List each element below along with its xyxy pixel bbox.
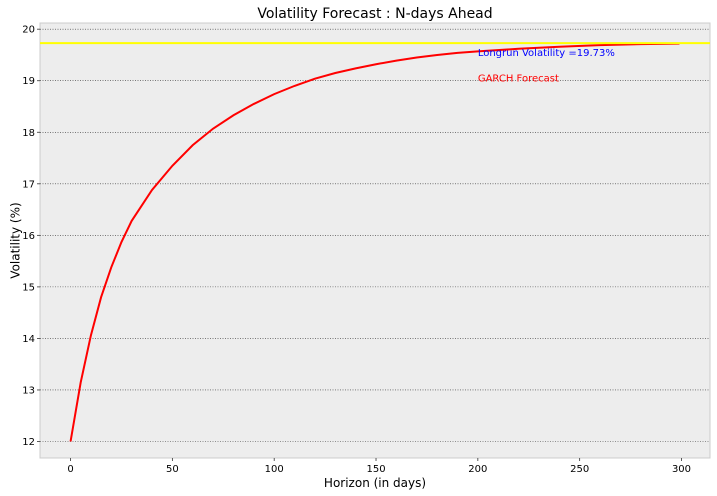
gridlines [40,28,710,442]
x-axis-label: Horizon (in days) [324,476,426,490]
y-tick-label: 20 [22,25,35,36]
chart-title: Volatility Forecast : N-days Ahead [257,6,492,22]
y-tick-label: 17 [22,179,35,190]
x-tick-label: 250 [570,464,589,475]
x-tick-label: 100 [265,464,284,475]
x-tick-label: 50 [166,464,179,475]
series-lines [40,42,710,442]
y-tick-label: 14 [22,334,35,345]
y-tick-label: 13 [22,385,35,396]
annotation-label: Longrun Volatility =19.73% [478,48,615,59]
annotations: Longrun Volatility =19.73% GARCH Forecast [478,48,615,85]
x-tick-label: 300 [672,464,691,475]
y-tick-label: 15 [22,282,35,293]
y-tick-label: 18 [22,128,35,139]
y-axis-label: Volatility (%) [9,202,23,278]
y-tick-label: 12 [22,437,35,448]
series-line-garch-forecast [69,42,680,442]
y-tick-label: 16 [22,231,35,242]
annotation-label: GARCH Forecast [478,74,559,85]
x-tick-label: 150 [366,464,385,475]
y-axis-ticks: 12 13 14 15 16 17 18 19 20 [22,25,40,448]
plot-area [39,22,711,459]
y-tick-label: 19 [22,76,35,87]
x-axis-ticks: 0 50 100 150 200 250 300 [67,458,691,475]
x-tick-label: 200 [468,464,487,475]
x-tick-label: 0 [67,464,73,475]
